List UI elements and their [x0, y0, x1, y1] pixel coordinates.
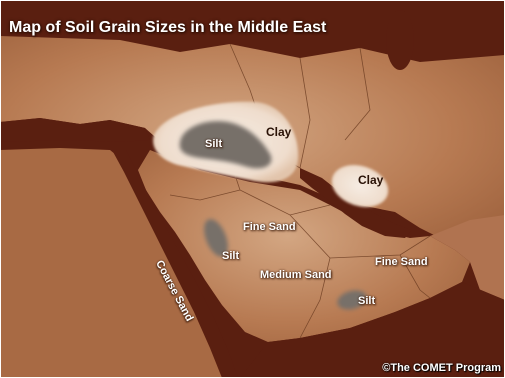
label-medium-sand: Medium Sand [260, 269, 332, 281]
mediterranean [0, 118, 150, 142]
caspian-sea [386, 10, 414, 70]
label-silt-north: Silt [205, 138, 223, 150]
label-silt-south: Silt [358, 295, 376, 307]
clay-zone-gulf [331, 164, 389, 208]
silt-zone-center [204, 219, 228, 257]
silt-zone-south [337, 290, 367, 310]
red-sea [112, 150, 238, 378]
label-clay-gulf: Clay [358, 173, 384, 187]
label-fine-sand-center: Fine Sand [243, 221, 296, 233]
land-arabia [138, 150, 470, 342]
arabian-sea [240, 282, 505, 378]
label-silt-center: Silt [222, 250, 240, 262]
label-fine-sand-east: Fine Sand [375, 256, 428, 268]
land-east [430, 215, 505, 300]
label-clay-north: Clay [266, 125, 292, 139]
silt-zone-north [179, 121, 272, 169]
map-title: Map of Soil Grain Sizes in the Middle Ea… [9, 19, 327, 36]
land-africa [0, 148, 225, 378]
copyright-credit: ©The COMET Program [382, 362, 501, 374]
